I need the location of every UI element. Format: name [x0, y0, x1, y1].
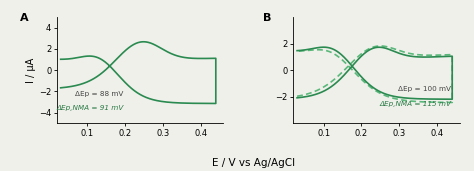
Text: A: A [20, 13, 29, 23]
Text: ΔEp,NMA = 91 mV: ΔEp,NMA = 91 mV [56, 105, 123, 111]
Text: ΔEp,NMA = 115 mV: ΔEp,NMA = 115 mV [380, 101, 451, 107]
Text: E / V vs Ag/AgCl: E / V vs Ag/AgCl [212, 158, 295, 168]
Text: ΔEp = 88 mV: ΔEp = 88 mV [75, 91, 123, 97]
Text: ΔEp = 100 mV: ΔEp = 100 mV [399, 86, 451, 92]
Y-axis label: I / μA: I / μA [26, 57, 36, 83]
Text: B: B [264, 13, 272, 23]
